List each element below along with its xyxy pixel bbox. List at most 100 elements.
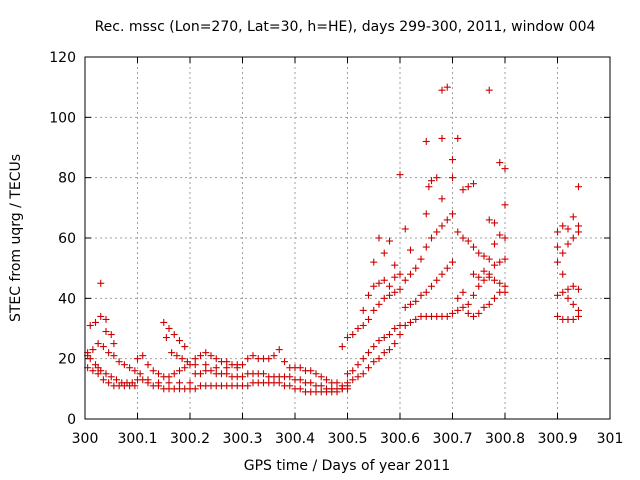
data-point [181,343,189,351]
data-point [569,234,577,242]
data-point [443,264,451,272]
data-point [475,309,483,317]
data-point [501,282,509,290]
data-point [475,282,483,290]
data-point [207,352,215,360]
data-point [249,352,257,360]
data-point [370,358,378,366]
data-point [349,367,357,375]
data-point [149,367,157,375]
data-point [144,376,152,384]
data-point [501,255,509,263]
data-point [501,234,509,242]
data-point [354,361,362,369]
data-point [575,228,582,236]
data-point [554,291,561,299]
data-point [197,370,204,378]
data-point [470,243,477,251]
data-point [459,288,467,296]
data-point [412,297,420,305]
data-point [173,352,181,360]
data-point [191,355,199,363]
data-point [554,243,561,251]
data-point [485,216,493,224]
data-point [365,349,372,357]
data-point [417,255,425,263]
data-point [131,382,139,390]
data-point [120,361,128,369]
data-point [401,276,409,284]
data-point [470,180,477,188]
data-point [396,285,404,293]
x-tick-label: 300.1 [117,431,157,447]
data-point [286,373,294,381]
data-point [281,358,288,366]
x-tick-label: 300.4 [275,431,315,447]
data-point [459,186,467,194]
data-point [401,321,409,329]
data-point [307,367,315,375]
data-point [183,358,191,366]
data-point [412,315,420,323]
data-point [354,373,362,381]
data-point [323,376,330,384]
data-point [433,228,441,236]
data-point [396,331,404,339]
data-point [438,86,446,94]
data-point [359,306,367,314]
data-point [491,240,498,248]
data-point [485,300,493,308]
data-point [569,213,577,221]
data-point [275,346,283,354]
data-point [428,234,435,242]
data-point [365,291,372,299]
data-point [575,306,582,314]
data-point [480,303,488,311]
data-point [438,270,446,278]
data-point [370,258,378,266]
data-point [134,355,141,363]
data-point [559,270,567,278]
y-tick-label: 120 [49,50,76,66]
data-point [275,379,283,387]
data-point [396,270,404,278]
data-point [464,183,472,191]
data-point [99,376,107,384]
data-point [443,216,451,224]
data-point [422,288,430,296]
data-point [391,340,399,348]
data-point [401,303,409,311]
data-point [428,177,435,185]
data-point [496,279,504,287]
data-point [375,234,383,242]
data-point [375,355,383,363]
data-point [491,261,498,269]
data-point [344,334,351,342]
data-point [464,309,472,317]
data-point [370,343,378,351]
data-point [365,364,372,372]
data-point [212,364,220,372]
data-point [176,337,183,345]
data-point [244,355,252,363]
x-tick-label: 300.9 [537,431,577,447]
data-point [286,382,294,390]
data-point [162,334,170,342]
data-point [131,367,139,375]
data-point [422,137,430,145]
data-point [97,279,105,287]
data-point [380,276,388,284]
data-point [223,370,231,378]
data-point [113,376,120,384]
data-point [417,291,425,299]
data-point [155,370,162,378]
data-point [365,315,372,323]
data-point [449,156,456,164]
x-tick-label: 300.5 [327,431,367,447]
data-point [496,231,504,239]
data-point [454,294,462,302]
data-point [459,303,467,311]
data-point [333,379,341,387]
data-point [136,370,144,378]
data-point [454,306,462,314]
